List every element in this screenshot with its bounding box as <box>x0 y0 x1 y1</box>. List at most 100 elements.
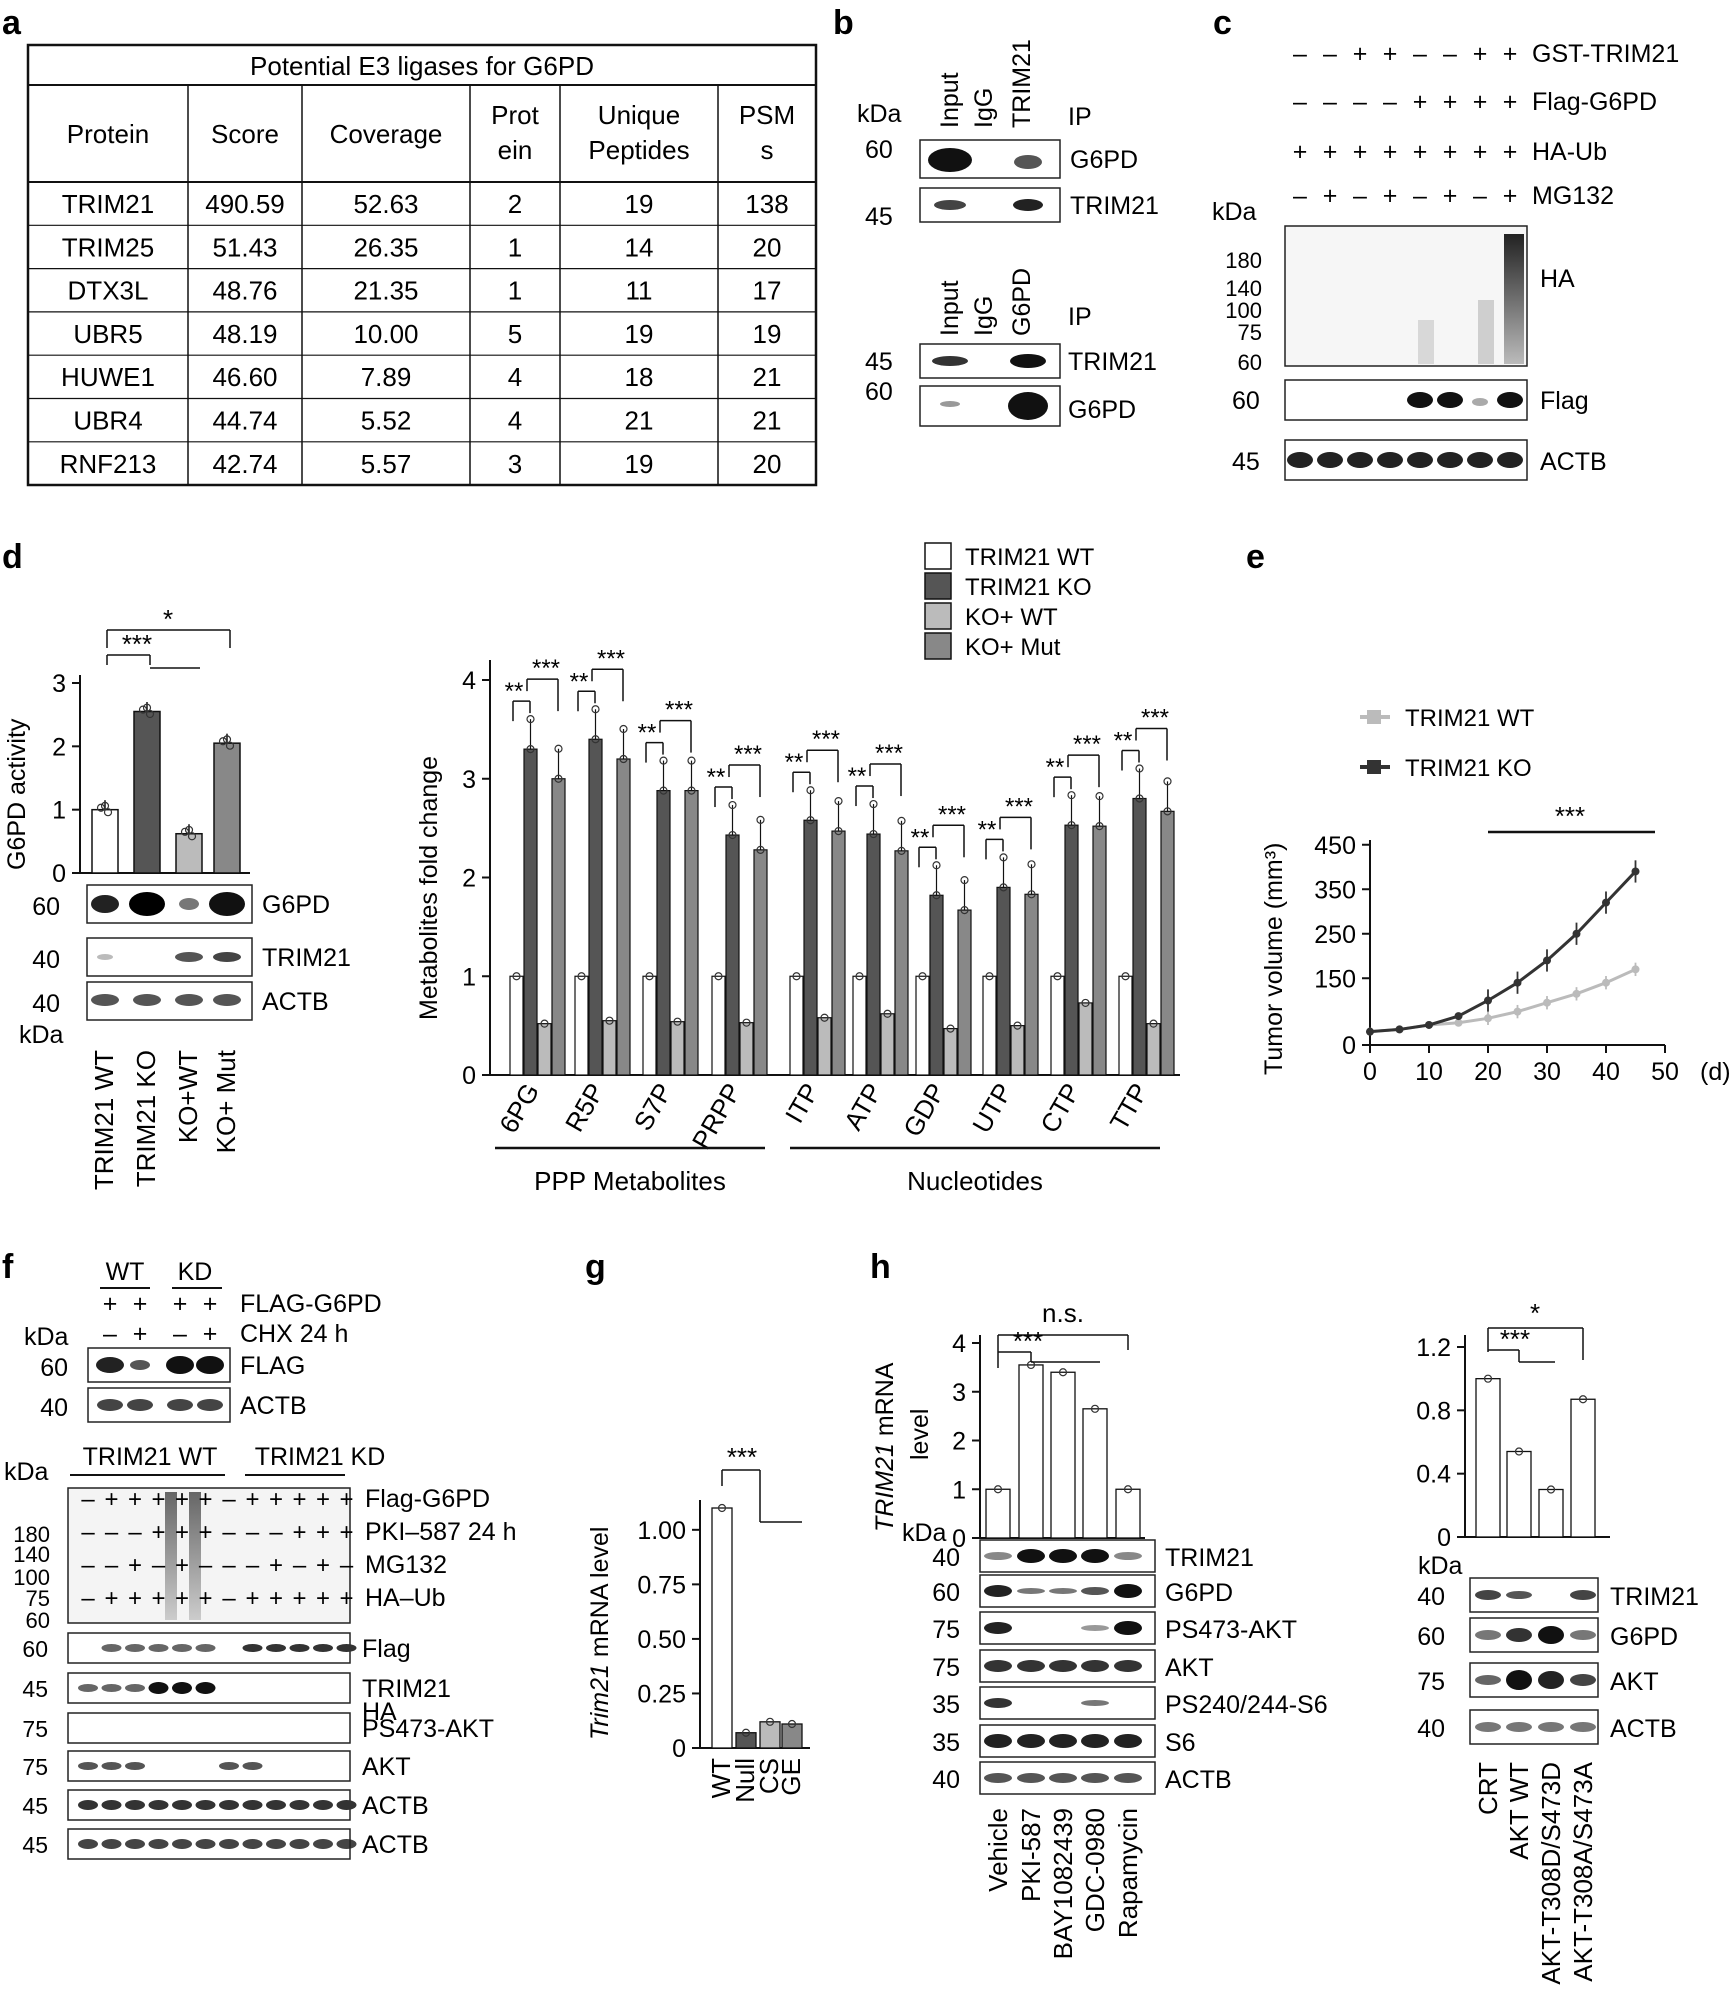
mw-marker: 40 <box>40 1394 68 1422</box>
significance-marker: *** <box>665 697 693 724</box>
condition-sign: – <box>222 1552 236 1579</box>
band <box>1506 1591 1532 1599</box>
condition-sign: + <box>198 1486 212 1513</box>
bar <box>1475 1378 1501 1538</box>
panel-e-line-chart: Tumor volume (mm³) (d) 0 150 250 350 450 0 10 2… <box>1260 705 1731 1086</box>
y-tick-label: 0 <box>672 1735 686 1763</box>
legend-marker <box>1367 760 1381 774</box>
series-line <box>1369 870 1637 1034</box>
table-title: Potential E3 ligases for G6PD <box>250 51 594 81</box>
band <box>336 1800 357 1810</box>
bar <box>759 1721 781 1749</box>
band <box>984 1585 1012 1597</box>
data-point <box>222 735 232 744</box>
table-cell: 14 <box>625 232 654 262</box>
mw-marker: 45 <box>22 1793 48 1819</box>
mw-marker: 45 <box>22 1676 48 1702</box>
data-point <box>834 796 843 806</box>
band <box>984 1698 1012 1708</box>
table-cell: 18 <box>625 362 654 392</box>
data-point <box>1484 996 1492 1005</box>
bar <box>894 850 909 1076</box>
x-tick-label: 0 <box>1363 1058 1377 1086</box>
band-label: Flag <box>362 1635 411 1663</box>
x-tick-label: 10 <box>1415 1058 1443 1086</box>
significance-marker: ** <box>978 816 997 843</box>
series-line <box>1369 967 1637 1034</box>
legend-swatch <box>924 632 952 660</box>
data-point <box>1163 807 1172 816</box>
band <box>1081 1625 1109 1631</box>
band <box>289 1839 310 1849</box>
condition-sign: + <box>1413 88 1428 116</box>
panel-b-bottom-blot: Input IgG G6PD IP 45 60 TRIM21 G6PD <box>865 268 1157 427</box>
condition-sign: + <box>151 1585 165 1612</box>
panel-letter-c: c <box>1213 4 1232 42</box>
category-label: R5P <box>559 1078 610 1137</box>
band <box>97 954 113 960</box>
bar <box>1092 825 1107 1076</box>
band <box>213 952 241 962</box>
data-point <box>619 754 628 764</box>
data-point <box>554 774 563 783</box>
y-tick-label: 2 <box>952 1428 966 1456</box>
ip-label: IP <box>1068 103 1092 131</box>
significance-marker: ** <box>848 763 867 790</box>
legend-label: TRIM21 KO <box>1405 755 1532 782</box>
x-unit-label: (d) <box>1700 1058 1731 1086</box>
band <box>78 1800 98 1810</box>
e3-ligase-table: Potential E3 ligases for G6PD Protein Sco… <box>26 43 818 487</box>
mw-marker: 40 <box>932 1766 960 1794</box>
band <box>91 895 119 913</box>
band <box>1506 1670 1532 1690</box>
lane-label: TRIM21 WT <box>89 1050 119 1190</box>
band <box>289 1800 310 1810</box>
data-point <box>1366 1027 1374 1036</box>
bar <box>670 1021 685 1076</box>
mw-marker: 60 <box>1238 350 1262 375</box>
panel-letter-a: a <box>2 4 22 42</box>
band <box>984 1660 1012 1672</box>
data-point <box>787 1719 797 1729</box>
band <box>242 1839 263 1849</box>
mw-marker: 140 <box>1225 276 1262 301</box>
bar <box>1024 893 1039 1076</box>
data-point <box>225 741 235 750</box>
band <box>78 1762 98 1770</box>
mw-marker: 75 <box>22 1716 48 1742</box>
data-point <box>1123 1485 1133 1494</box>
data-point <box>855 972 864 981</box>
condition-label: MG132 <box>365 1551 447 1579</box>
lane-label: G6PD <box>1008 268 1036 336</box>
bar <box>642 975 657 1076</box>
band-label: G6PD <box>1070 146 1138 174</box>
condition-sign: + <box>104 1585 118 1612</box>
y-tick-label: 2 <box>462 865 476 893</box>
table-cell: 21.35 <box>353 276 418 306</box>
band <box>1497 452 1523 468</box>
condition-sign: – <box>1293 182 1307 210</box>
condition-sign: – <box>105 1519 119 1546</box>
table-header: Score <box>211 119 279 149</box>
legend-label: TRIM21 WT <box>1405 705 1535 732</box>
kda-label: kDa <box>902 1519 947 1547</box>
bar <box>588 738 603 1076</box>
bar <box>789 975 804 1076</box>
band-label: G6PD <box>1165 1579 1233 1607</box>
band <box>175 952 203 962</box>
data-point <box>1572 929 1581 938</box>
bar <box>711 975 726 1076</box>
data-point <box>142 703 152 712</box>
band <box>1475 1675 1501 1685</box>
bar <box>175 832 203 874</box>
data-point <box>1454 1018 1463 1027</box>
condition-sign: + <box>1473 88 1488 116</box>
data-point <box>1425 1020 1433 1029</box>
bar <box>957 909 972 1076</box>
significance-marker: *** <box>532 655 560 682</box>
mw-marker: 60 <box>40 1354 68 1382</box>
bar <box>866 833 881 1076</box>
band <box>1114 1773 1142 1783</box>
category-label: TTP <box>1104 1078 1155 1136</box>
band <box>1114 1734 1142 1748</box>
